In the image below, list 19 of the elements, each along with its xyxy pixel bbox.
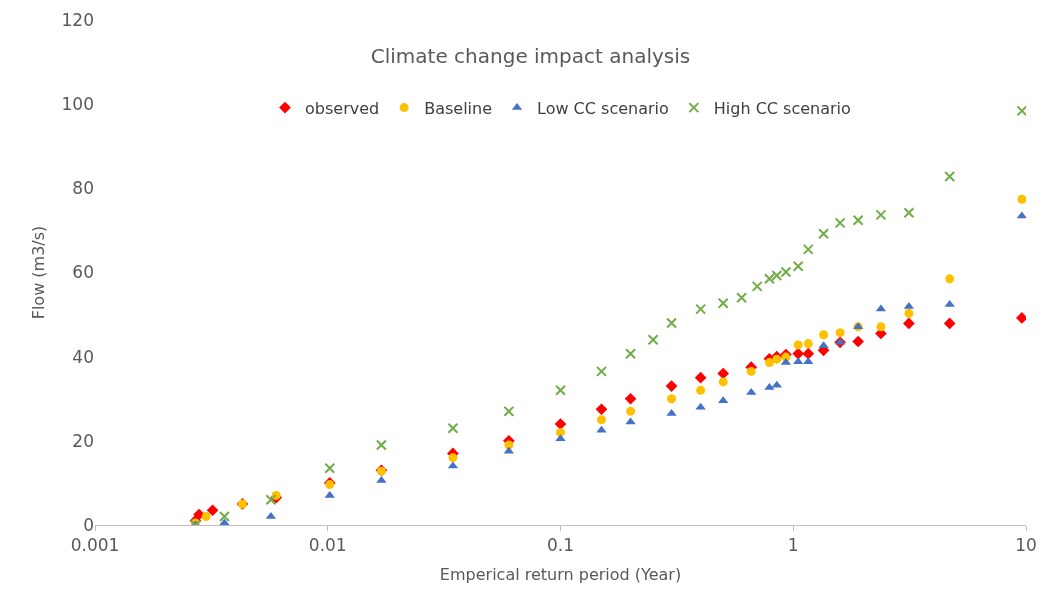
text: Climate change impact analysis [370, 43, 691, 68]
x-tick-label: 10 [1015, 535, 1037, 556]
x-tick-label: 1 [787, 535, 799, 556]
x-axis-title: Emperical return period (Year) [439, 565, 682, 585]
x-tick-label: 0.01 [308, 535, 347, 556]
y-tick-label: 20 [72, 430, 94, 451]
y-tick-label: 80 [72, 178, 94, 199]
legend-label: Baseline [424, 98, 493, 118]
legend-label: Low CC scenario [537, 98, 669, 118]
y-tick-label: 60 [72, 262, 94, 283]
legend-label: High CC scenario [713, 98, 851, 118]
y-axis-title: Flow (m3/s) [29, 225, 49, 320]
x-tick-label: 0.001 [70, 535, 120, 556]
y-tick-label: 120 [61, 9, 94, 30]
legend-label: observed [305, 98, 380, 118]
y-tick-label: 40 [72, 346, 94, 367]
y-tick-label: 0 [83, 514, 94, 535]
x-tick-label: 0.1 [546, 535, 575, 556]
y-tick-label: 100 [61, 94, 94, 115]
